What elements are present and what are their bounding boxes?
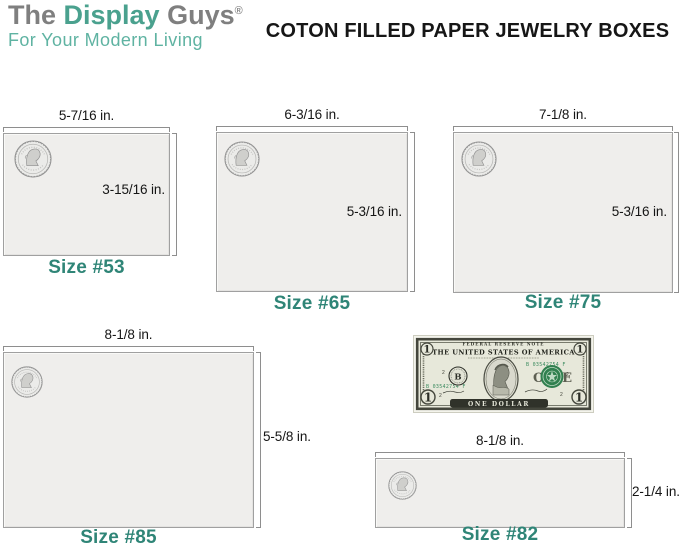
width-dimension-label: 8-1/8 in. [476, 433, 524, 448]
brand-word-guys: Guys [167, 0, 235, 30]
bill-one-dollar-text: ONE DOLLAR [468, 401, 530, 408]
width-dimension-label: 8-1/8 in. [104, 327, 153, 342]
height-dimension-line [256, 352, 261, 528]
height-dimension-line [627, 458, 632, 528]
quarter-coin-icon [14, 140, 52, 178]
bill-plate-number: 2 [560, 392, 563, 398]
federal-reserve-seal-icon [448, 366, 468, 386]
registered-trademark-icon: ® [234, 5, 243, 17]
brand-tagline: For Your Modern Living [8, 30, 203, 50]
width-dimension-label: 5-7/16 in. [58, 108, 115, 123]
height-dimension-label: 5-5/8 in. [263, 429, 311, 444]
height-dimension-line [172, 133, 177, 256]
width-dimension-line [453, 126, 673, 131]
bill-plate-number: 2 [566, 372, 569, 378]
width-dimension-label: 6-3/16 in. [284, 107, 340, 122]
height-dimension-label: 5-3/16 in. [346, 204, 402, 219]
width-dimension-label: 7-1/8 in. [539, 107, 587, 122]
size-label-85: Size #85 [80, 527, 157, 546]
bill-denomination-bottom-left: 1 [424, 391, 432, 405]
height-dimension-line [674, 132, 679, 293]
jewelry-box-82 [375, 458, 625, 528]
washington-portrait-icon [483, 356, 519, 402]
bill-federal-reserve-note-text: FEDERAL RESERVE NOTE [462, 342, 544, 347]
bill-plate-number: 2 [439, 393, 442, 399]
width-dimension-line [375, 452, 625, 457]
quarter-coin-icon [11, 366, 43, 398]
height-dimension-label: 5-3/16 in. [611, 204, 667, 219]
height-dimension-line [410, 132, 415, 292]
size-label-82: Size #82 [461, 524, 539, 545]
bill-bottom-banner [450, 399, 548, 408]
width-dimension-line [3, 346, 254, 351]
height-dimension-label: 2-1/4 in. [632, 484, 679, 499]
width-dimension-line [216, 126, 408, 131]
jewelry-box-85 [3, 352, 254, 528]
bill-denomination-top-right: 1 [577, 345, 584, 356]
brand-name: The Display Guys® [8, 2, 243, 29]
secretary-signature [524, 388, 548, 393]
brand-word-display: Display [63, 0, 160, 30]
width-dimension-line [3, 127, 170, 132]
page-title: COTON FILLED PAPER JEWELRY BOXES [265, 20, 670, 42]
treasurer-signature [442, 390, 465, 394]
brand-logo: The Display Guys® For Your Modern Living [8, 2, 243, 50]
treasury-seal-icon [540, 365, 564, 388]
brand-word-the: The [8, 0, 57, 30]
bill-denomination-bottom-right: 1 [575, 391, 583, 405]
quarter-coin-icon [461, 141, 497, 177]
quarter-coin-icon [388, 471, 417, 500]
height-dimension-label: 3-15/16 in. [102, 182, 165, 197]
bill-serial-bottom-left: B 03542754 F [426, 384, 466, 390]
bill-serial-top-right: B 03542754 F [526, 362, 566, 368]
one-dollar-bill-image: FEDERAL RESERVE NOTE THE UNITED STATES O… [413, 335, 594, 413]
bill-denomination-top-left: 1 [424, 345, 431, 356]
bill-country-text: THE UNITED STATES OF AMERICA [432, 349, 575, 357]
bill-seal-letter: B [454, 372, 461, 382]
size-label-53: Size #53 [48, 257, 125, 278]
quarter-coin-icon [224, 141, 260, 177]
bill-plate-number: 2 [442, 370, 445, 376]
size-label-65: Size #65 [273, 293, 351, 314]
size-label-75: Size #75 [524, 292, 602, 313]
